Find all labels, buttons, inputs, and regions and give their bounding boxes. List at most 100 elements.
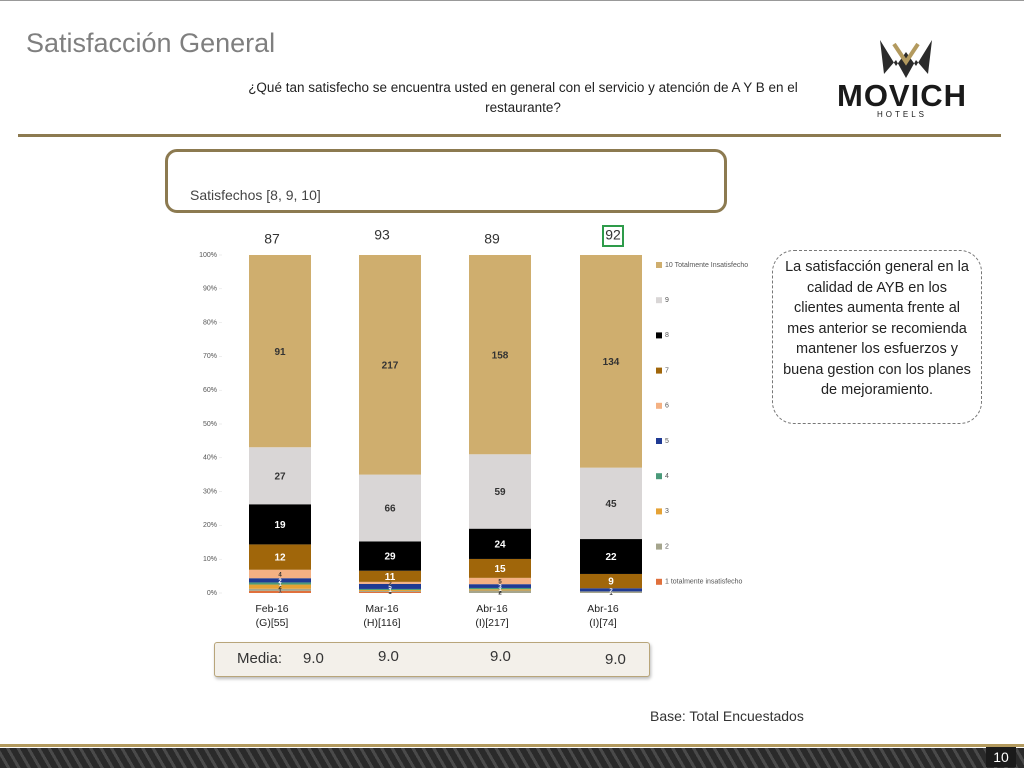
bar-segment: [249, 447, 311, 505]
bar-segment: [249, 582, 311, 585]
x-tick-label: Abr-16: [587, 603, 619, 615]
data-label: 2: [278, 585, 282, 591]
bar-segment: [580, 591, 642, 593]
x-tick-sublabel: (H)[116]: [363, 617, 400, 629]
y-tick-label: 100%: [199, 252, 217, 259]
x-tick-label: Feb-16: [255, 603, 288, 615]
header-rule: [18, 134, 1001, 137]
bar-segment: [249, 584, 311, 589]
data-label: 1: [498, 587, 502, 593]
data-label: 1: [278, 582, 282, 588]
bar-segment: [469, 255, 531, 455]
bar-segment: [580, 539, 642, 574]
data-label: 24: [494, 539, 506, 550]
data-label: 217: [382, 360, 399, 371]
bar-segment: [469, 590, 531, 593]
satisfied-value: 89: [484, 231, 500, 247]
legend-label: 10 Totalmente Insatisfecho: [665, 262, 748, 269]
data-label: 1: [388, 590, 392, 596]
y-tick-label: 90%: [203, 286, 217, 293]
legend-label: 1 totalmente insatisfecho: [665, 579, 743, 586]
legend-label: 7: [665, 367, 669, 374]
data-label: 22: [605, 552, 617, 563]
media-value: 9.0: [605, 651, 626, 668]
legend-label: 5: [665, 438, 669, 445]
legend-swatch: [656, 578, 662, 585]
data-label: 12: [274, 553, 286, 564]
legend-label: 2: [665, 543, 669, 550]
bar-segment: [359, 590, 421, 592]
legend-swatch: [656, 332, 662, 339]
satisfied-label: Satisfechos [8, 9, 10]: [190, 187, 321, 203]
bar-segment: [359, 474, 421, 542]
bar-segment: [359, 591, 421, 593]
data-label: 5: [498, 580, 502, 586]
x-tick-label: Abr-16: [476, 603, 508, 615]
logo-sub: HOTELS: [876, 110, 927, 119]
data-label: 29: [384, 552, 396, 563]
callout-text: La satisfacción general en la calidad de…: [783, 259, 971, 398]
data-label: 2: [388, 581, 392, 587]
slide-title: Satisfacción General: [26, 28, 276, 58]
bar-segment: [469, 587, 531, 590]
satisfied-value: 92: [605, 227, 621, 243]
legend-swatch: [656, 367, 662, 374]
media-label: Media:: [237, 650, 283, 667]
bar-segment: [580, 255, 642, 468]
x-tick-label: Mar-16: [365, 603, 398, 615]
data-label: 158: [492, 350, 509, 361]
legend-swatch: [656, 473, 662, 480]
data-label: 91: [274, 347, 286, 358]
x-tick-sublabel: (I)[217]: [475, 617, 508, 629]
legend-swatch: [656, 438, 662, 444]
data-label: 66: [384, 504, 396, 515]
bar-segment: [359, 570, 421, 582]
x-tick-sublabel: (I)[74]: [589, 617, 617, 629]
legend-swatch: [656, 402, 662, 409]
bar-segment: [359, 589, 421, 591]
legend-label: 9: [665, 297, 669, 304]
legend-label: 4: [665, 473, 669, 480]
base-note: Base: Total Encuestados: [650, 708, 804, 724]
bar-segment: [580, 588, 642, 592]
y-tick-label: 0%: [207, 590, 217, 597]
data-label: 1: [388, 589, 392, 595]
bar-segment: [249, 578, 311, 583]
bar-segment: [249, 590, 311, 593]
bar-segment: [469, 577, 531, 585]
bar-segment: [580, 467, 642, 540]
top-rule: [0, 0, 1024, 1]
data-label: 11: [385, 572, 396, 583]
bar-segment: [469, 589, 531, 591]
satisfied-value: 87: [264, 231, 280, 247]
bar-segment: [580, 573, 642, 589]
data-label: 1: [388, 588, 392, 594]
media-value: 9.0: [303, 650, 324, 667]
y-tick-label: 10%: [203, 556, 217, 563]
data-label: 1: [278, 588, 282, 594]
bar-segment: [359, 581, 421, 584]
legend-swatch: [656, 508, 662, 515]
data-label: 19: [274, 520, 286, 531]
media-value: 9.0: [378, 648, 399, 665]
highlight-box: [602, 225, 624, 247]
bar-segment: [469, 454, 531, 529]
data-label: 1: [388, 591, 392, 597]
bar-segment: [359, 255, 421, 475]
logo-mark: [880, 40, 932, 78]
data-label: 27: [274, 471, 286, 482]
bar-segment: [469, 558, 531, 578]
data-label: 9: [608, 577, 614, 588]
bar-segment: [249, 569, 311, 579]
data-label: 15: [494, 564, 506, 575]
legend-swatch: [656, 262, 662, 268]
logo-name: MOVICH: [837, 78, 967, 113]
data-label: 1: [278, 591, 282, 597]
bar-segment: [469, 528, 531, 559]
x-tick-sublabel: (G)[55]: [256, 617, 289, 629]
callout-box: [772, 250, 982, 424]
bar-segment: [249, 588, 311, 591]
y-tick-label: 20%: [203, 522, 217, 529]
bar-segment: [359, 583, 421, 589]
